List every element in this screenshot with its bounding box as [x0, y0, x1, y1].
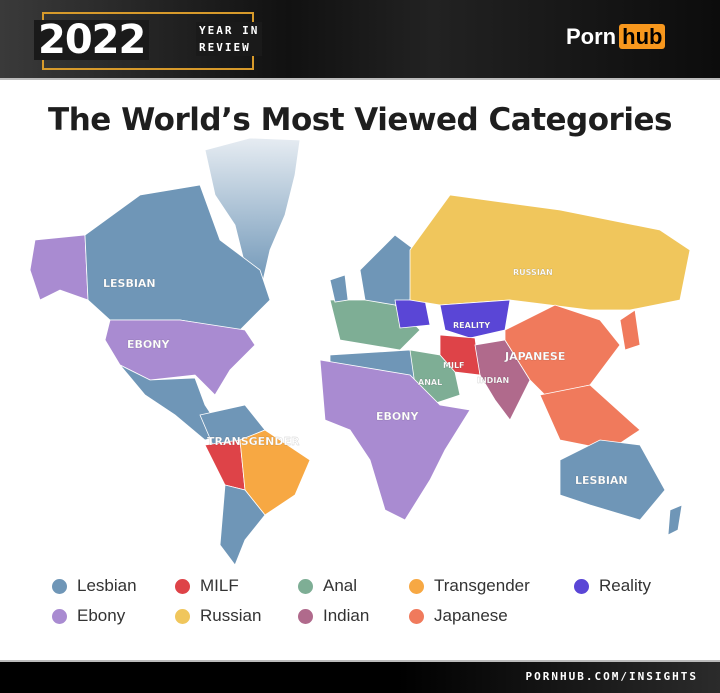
map-label-japanese: JAPANESE	[504, 350, 565, 363]
legend-swatch	[409, 578, 424, 594]
map-label-indian: INDIAN	[477, 376, 509, 385]
legend-label: Transgender	[434, 576, 530, 595]
map-label-ebony-us: EBONY	[127, 338, 170, 351]
region-australia	[559, 439, 666, 521]
legend-label: Anal	[323, 576, 358, 595]
year-in-review-text: YEAR IN REVIEW	[196, 22, 263, 56]
map-label-lesbian-au: LESBIAN	[575, 474, 628, 487]
legend-label: Ebony	[77, 606, 126, 625]
map-label-lesbian-na: LESBIAN	[103, 277, 156, 290]
region-uk	[329, 274, 349, 303]
map-label-milf: MILF	[443, 361, 465, 370]
region-greenland	[204, 137, 301, 286]
legend: Lesbian MILF Anal Transgender Reality Ebony Ru…	[52, 576, 694, 626]
legend-label: Russian	[200, 606, 262, 625]
region-europe-north	[359, 234, 416, 311]
legend-item-japanese: Japanese	[409, 606, 574, 626]
legend-item-ebony: Ebony	[52, 606, 175, 626]
legend-swatch	[409, 608, 424, 624]
legend-label: MILF	[200, 576, 239, 595]
region-africa	[319, 359, 471, 521]
world-map: LESBIAN EBONY TRANSGENDER RUSSIAN REALIT…	[29, 137, 691, 566]
footer-banner: PORNHUB.COM/INSIGHTS	[0, 660, 720, 693]
legend-swatch	[574, 578, 589, 594]
region-iran	[439, 334, 481, 376]
region-canada	[84, 184, 271, 331]
pornhub-logo: Porn hub	[566, 22, 666, 52]
legend-swatch	[298, 608, 313, 624]
page-title: The World’s Most Viewed Categories	[48, 102, 672, 138]
legend-swatch	[52, 608, 67, 624]
map-label-russian: RUSSIAN	[513, 268, 553, 277]
legend-swatch	[52, 578, 67, 594]
legend-label: Indian	[323, 606, 370, 625]
header-banner: 2022 YEAR IN REVIEW Porn hub	[0, 0, 720, 80]
region-new-zealand	[667, 504, 683, 536]
legend-item-russian: Russian	[175, 606, 298, 626]
legend-swatch	[175, 608, 190, 624]
region-argentina	[219, 484, 266, 566]
region-kazakhstan	[439, 299, 511, 339]
legend-swatch	[298, 578, 313, 594]
legend-swatch	[175, 578, 190, 594]
map-label-ebony-africa: EBONY	[376, 410, 419, 423]
map-label-reality: REALITY	[453, 321, 490, 330]
legend-item-reality: Reality	[574, 576, 694, 596]
legend-label: Reality	[599, 576, 651, 595]
legend-item-milf: MILF	[175, 576, 298, 596]
year-text: 2022	[34, 20, 150, 60]
map-label-transgender: TRANSGENDER	[207, 435, 300, 448]
legend-label: Lesbian	[77, 576, 137, 595]
map-label-anal: ANAL	[418, 378, 442, 387]
legend-item-transgender: Transgender	[409, 576, 574, 596]
region-southeast-asia	[539, 384, 641, 451]
legend-item-lesbian: Lesbian	[52, 576, 175, 596]
legend-item-indian: Indian	[298, 606, 409, 626]
region-alaska	[29, 234, 89, 301]
region-japan	[619, 309, 641, 351]
legend-label: Japanese	[434, 606, 508, 625]
legend-item-anal: Anal	[298, 576, 409, 596]
insights-url: PORNHUB.COM/INSIGHTS	[525, 670, 698, 683]
region-russia	[409, 194, 691, 311]
region-ukraine	[394, 299, 431, 329]
